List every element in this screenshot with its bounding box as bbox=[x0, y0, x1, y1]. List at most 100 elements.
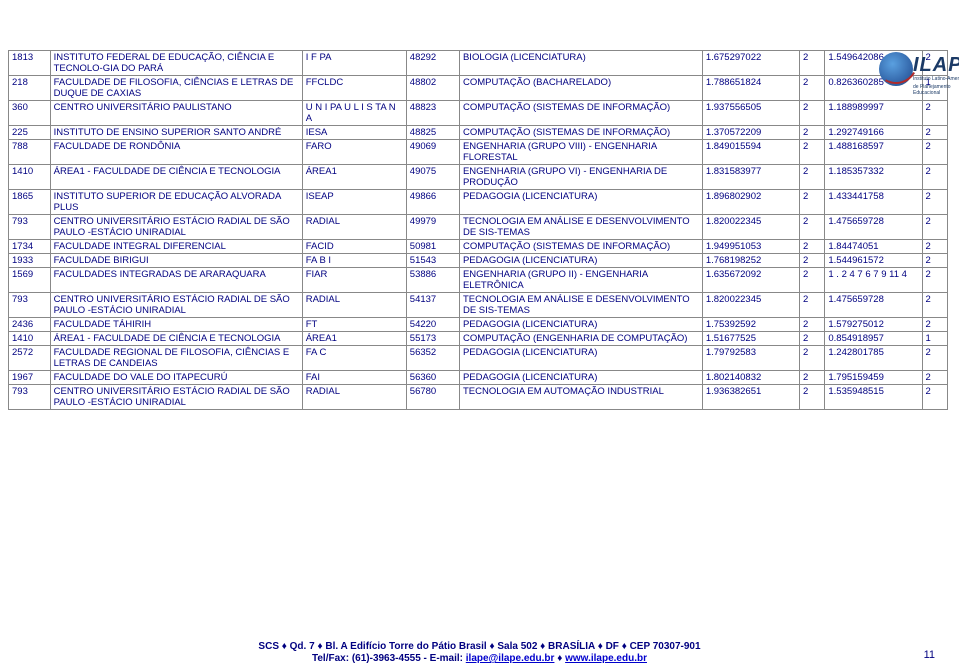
cell-c3: 56352 bbox=[406, 346, 459, 371]
cell-c1: ÁREA1 - FACULDADE DE CIÊNCIA E TECNOLOGI… bbox=[50, 332, 302, 346]
cell-c2: FA C bbox=[302, 346, 406, 371]
cell-c0: 793 bbox=[9, 293, 51, 318]
cell-c3: 55173 bbox=[406, 332, 459, 346]
cell-c5: 1.635672092 bbox=[702, 268, 799, 293]
cell-c7: 1.535948515 bbox=[825, 385, 922, 410]
cell-c3: 54220 bbox=[406, 318, 459, 332]
cell-c1: FACULDADE DO VALE DO ITAPECURÚ bbox=[50, 371, 302, 385]
cell-c2: FFCLDC bbox=[302, 76, 406, 101]
table-row: 793CENTRO UNIVERSITÁRIO ESTÁCIO RADIAL D… bbox=[9, 385, 948, 410]
cell-c5: 1.788651824 bbox=[702, 76, 799, 101]
cell-c3: 56780 bbox=[406, 385, 459, 410]
data-table: 1813INSTITUTO FEDERAL DE EDUCAÇÃO, CIÊNC… bbox=[8, 50, 948, 410]
cell-c4: PEDAGOGIA (LICENCIATURA) bbox=[459, 190, 702, 215]
cell-c7: 1.185357332 bbox=[825, 165, 922, 190]
cell-c3: 49866 bbox=[406, 190, 459, 215]
cell-c3: 53886 bbox=[406, 268, 459, 293]
cell-c1: FACULDADE INTEGRAL DIFERENCIAL bbox=[50, 240, 302, 254]
cell-c6: 2 bbox=[799, 371, 824, 385]
cell-c0: 1813 bbox=[9, 51, 51, 76]
table-row: 1410ÁREA1 - FACULDADE DE CIÊNCIA E TECNO… bbox=[9, 165, 948, 190]
cell-c4: ENGENHARIA (GRUPO VI) - ENGENHARIA DE PR… bbox=[459, 165, 702, 190]
cell-c5: 1.51677525 bbox=[702, 332, 799, 346]
cell-c4: ENGENHARIA (GRUPO VIII) - ENGENHARIA FLO… bbox=[459, 140, 702, 165]
cell-c5: 1.936382651 bbox=[702, 385, 799, 410]
cell-c1: FACULDADE BIRIGUI bbox=[50, 254, 302, 268]
cell-c4: COMPUTAÇÃO (ENGENHARIA DE COMPUTAÇÃO) bbox=[459, 332, 702, 346]
cell-c5: 1.675297022 bbox=[702, 51, 799, 76]
cell-c2: FIAR bbox=[302, 268, 406, 293]
footer-addr-b: Qd. 7 bbox=[290, 641, 318, 652]
cell-c0: 788 bbox=[9, 140, 51, 165]
cell-c7: 1.292749166 bbox=[825, 126, 922, 140]
cell-c4: COMPUTAÇÃO (SISTEMAS DE INFORMAÇÃO) bbox=[459, 101, 702, 126]
cell-c1: FACULDADE DE RONDÔNIA bbox=[50, 140, 302, 165]
cell-c8: 2 bbox=[922, 215, 948, 240]
cell-c2: U N I PA U L I S TA N A bbox=[302, 101, 406, 126]
footer-addr-c: Bl. A Edifício Torre do Pátio Brasil bbox=[325, 641, 489, 652]
cell-c7: 1.795159459 bbox=[825, 371, 922, 385]
cell-c7: 1.475659728 bbox=[825, 215, 922, 240]
cell-c7: 1.544961572 bbox=[825, 254, 922, 268]
footer: SCS ♦ Qd. 7 ♦ Bl. A Edifício Torre do Pá… bbox=[0, 641, 959, 665]
page-number: 11 bbox=[924, 649, 935, 661]
cell-c4: PEDAGOGIA (LICENCIATURA) bbox=[459, 254, 702, 268]
cell-c6: 2 bbox=[799, 332, 824, 346]
table-row: 1410ÁREA1 - FACULDADE DE CIÊNCIA E TECNO… bbox=[9, 332, 948, 346]
table-row: 1865INSTITUTO SUPERIOR DE EDUCAÇÃO ALVOR… bbox=[9, 190, 948, 215]
footer-tel: Tel/Fax: (61)-3963-4555 - E-mail: bbox=[312, 653, 466, 664]
cell-c8: 2 bbox=[922, 140, 948, 165]
cell-c2: FARO bbox=[302, 140, 406, 165]
cell-c1: ÁREA1 - FACULDADE DE CIÊNCIA E TECNOLOGI… bbox=[50, 165, 302, 190]
cell-c8: 2 bbox=[922, 268, 948, 293]
footer-addr-a: SCS bbox=[258, 641, 281, 652]
cell-c1: INSTITUTO FEDERAL DE EDUCAÇÃO, CIÊNCIA E… bbox=[50, 51, 302, 76]
cell-c0: 218 bbox=[9, 76, 51, 101]
cell-c7: 0.854918957 bbox=[825, 332, 922, 346]
cell-c4: PEDAGOGIA (LICENCIATURA) bbox=[459, 346, 702, 371]
table-row: 2572FACULDADE REGIONAL DE FILOSOFIA, CIÊ… bbox=[9, 346, 948, 371]
cell-c1: CENTRO UNIVERSITÁRIO ESTÁCIO RADIAL DE S… bbox=[50, 293, 302, 318]
cell-c5: 1.370572209 bbox=[702, 126, 799, 140]
cell-c2: ÁREA1 bbox=[302, 332, 406, 346]
cell-c4: ENGENHARIA (GRUPO II) - ENGENHARIA ELETR… bbox=[459, 268, 702, 293]
cell-c5: 1.820022345 bbox=[702, 215, 799, 240]
cell-c0: 1933 bbox=[9, 254, 51, 268]
table-row: 793CENTRO UNIVERSITÁRIO ESTÁCIO RADIAL D… bbox=[9, 293, 948, 318]
cell-c6: 2 bbox=[799, 240, 824, 254]
cell-c7: 1.84474051 bbox=[825, 240, 922, 254]
cell-c3: 49075 bbox=[406, 165, 459, 190]
cell-c4: PEDAGOGIA (LICENCIATURA) bbox=[459, 318, 702, 332]
cell-c3: 49979 bbox=[406, 215, 459, 240]
cell-c5: 1.768198252 bbox=[702, 254, 799, 268]
cell-c4: COMPUTAÇÃO (BACHARELADO) bbox=[459, 76, 702, 101]
cell-c6: 2 bbox=[799, 215, 824, 240]
cell-c0: 1865 bbox=[9, 190, 51, 215]
table-row: 218FACULDADE DE FILOSOFIA, CIÊNCIAS E LE… bbox=[9, 76, 948, 101]
table-row: 788FACULDADE DE RONDÔNIAFARO49069ENGENHA… bbox=[9, 140, 948, 165]
cell-c8: 2 bbox=[922, 385, 948, 410]
cell-c8: 2 bbox=[922, 101, 948, 126]
cell-c0: 1967 bbox=[9, 371, 51, 385]
table-row: 360CENTRO UNIVERSITÁRIO PAULISTANOU N I … bbox=[9, 101, 948, 126]
footer-email-link[interactable]: ilape@ilape.edu.br bbox=[466, 653, 555, 664]
footer-site-link[interactable]: www.ilape.edu.br bbox=[565, 653, 647, 664]
cell-c2: ÁREA1 bbox=[302, 165, 406, 190]
table-row: 1967FACULDADE DO VALE DO ITAPECURÚFAI563… bbox=[9, 371, 948, 385]
cell-c1: CENTRO UNIVERSITÁRIO ESTÁCIO RADIAL DE S… bbox=[50, 215, 302, 240]
cell-c6: 2 bbox=[799, 190, 824, 215]
cell-c3: 51543 bbox=[406, 254, 459, 268]
globe-icon bbox=[879, 52, 913, 86]
cell-c1: FACULDADE TÁHIRIH bbox=[50, 318, 302, 332]
cell-c4: TECNOLOGIA EM AUTOMAÇÃO INDUSTRIAL bbox=[459, 385, 702, 410]
cell-c5: 1.937556505 bbox=[702, 101, 799, 126]
cell-c4: TECNOLOGIA EM ANÁLISE E DESENVOLVIMENTO … bbox=[459, 293, 702, 318]
cell-c6: 2 bbox=[799, 126, 824, 140]
cell-c2: I F PA bbox=[302, 51, 406, 76]
footer-addr-g: CEP 70307-901 bbox=[630, 641, 701, 652]
cell-c6: 2 bbox=[799, 165, 824, 190]
table-row: 2436FACULDADE TÁHIRIHFT54220PEDAGOGIA (L… bbox=[9, 318, 948, 332]
cell-c1: FACULDADE REGIONAL DE FILOSOFIA, CIÊNCIA… bbox=[50, 346, 302, 371]
footer-addr-f: DF bbox=[606, 641, 622, 652]
cell-c2: RADIAL bbox=[302, 215, 406, 240]
